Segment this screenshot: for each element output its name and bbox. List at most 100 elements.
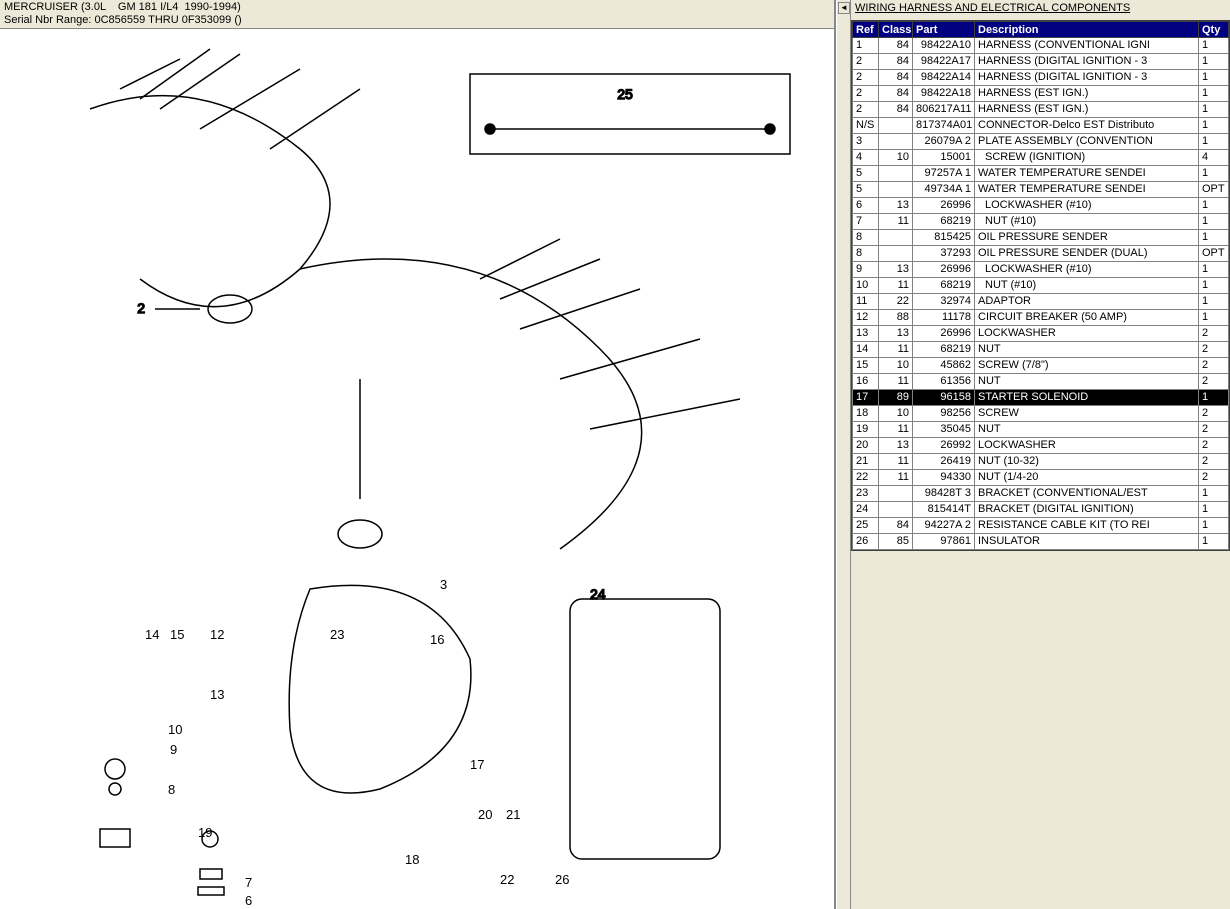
cell-ref: 8 xyxy=(853,246,879,262)
cell-class: 11 xyxy=(879,470,913,486)
table-row[interactable]: 284806217A11HARNESS (EST IGN.)1 xyxy=(853,102,1229,118)
cell-ref: 17 xyxy=(853,390,879,406)
cell-part: 68219 xyxy=(913,342,975,358)
collapse-left-icon[interactable]: ◄ xyxy=(838,2,850,14)
cell-part: 26992 xyxy=(913,438,975,454)
cell-ref: 20 xyxy=(853,438,879,454)
cell-class xyxy=(879,118,913,134)
cell-part: 94227A 2 xyxy=(913,518,975,534)
cell-desc: LOCKWASHER (#10) xyxy=(975,262,1199,278)
cell-ref: 25 xyxy=(853,518,879,534)
table-row[interactable]: 211126419NUT (10-32)2 xyxy=(853,454,1229,470)
table-row[interactable]: 131326996LOCKWASHER2 xyxy=(853,326,1229,342)
cell-class: 11 xyxy=(879,374,913,390)
splitter[interactable]: ◄ xyxy=(836,0,851,909)
table-row[interactable]: 141168219NUT2 xyxy=(853,342,1229,358)
table-row[interactable]: 837293OIL PRESSURE SENDER (DUAL)OPT xyxy=(853,246,1229,262)
table-row[interactable]: 41015001 SCREW (IGNITION)4 xyxy=(853,150,1229,166)
col-part[interactable]: Part xyxy=(913,22,975,38)
table-row[interactable]: 161161356NUT2 xyxy=(853,374,1229,390)
table-row[interactable]: 28498422A18HARNESS (EST IGN.)1 xyxy=(853,86,1229,102)
cell-qty: 2 xyxy=(1199,326,1229,342)
table-row[interactable]: 2398428T 3BRACKET (CONVENTIONAL/EST1 xyxy=(853,486,1229,502)
table-row[interactable]: 128811178CIRCUIT BREAKER (50 AMP)1 xyxy=(853,310,1229,326)
table-row[interactable]: 28498422A14HARNESS (DIGITAL IGNITION - 3… xyxy=(853,70,1229,86)
cell-part: 68219 xyxy=(913,214,975,230)
cell-desc: RESISTANCE CABLE KIT (TO REI xyxy=(975,518,1199,534)
table-row[interactable]: 101168219 NUT (#10)1 xyxy=(853,278,1229,294)
table-row[interactable]: 18498422A10HARNESS (CONVENTIONAL IGNI1 xyxy=(853,38,1229,54)
cell-desc: NUT (1/4-20 xyxy=(975,470,1199,486)
svg-text:21: 21 xyxy=(506,807,520,822)
table-row[interactable]: 71168219 NUT (#10)1 xyxy=(853,214,1229,230)
svg-text:14: 14 xyxy=(145,627,159,642)
cell-part: 98256 xyxy=(913,406,975,422)
cell-part: 94330 xyxy=(913,470,975,486)
table-row[interactable]: 112232974ADAPTOR1 xyxy=(853,294,1229,310)
table-row[interactable]: 61326996 LOCKWASHER (#10)1 xyxy=(853,198,1229,214)
cell-ref: 12 xyxy=(853,310,879,326)
svg-text:10: 10 xyxy=(168,722,182,737)
cell-part: 61356 xyxy=(913,374,975,390)
col-qty[interactable]: Qty xyxy=(1199,22,1229,38)
cell-class: 11 xyxy=(879,422,913,438)
cell-part: 45862 xyxy=(913,358,975,374)
table-row[interactable]: 181098256SCREW2 xyxy=(853,406,1229,422)
cell-ref: 2 xyxy=(853,70,879,86)
cell-ref: 24 xyxy=(853,502,879,518)
table-row[interactable]: 178996158STARTER SOLENOID1 xyxy=(853,390,1229,406)
cell-class: 13 xyxy=(879,262,913,278)
svg-text:9: 9 xyxy=(170,742,177,757)
table-row[interactable]: 549734A 1WATER TEMPERATURE SENDEIOPT xyxy=(853,182,1229,198)
cell-qty: 2 xyxy=(1199,454,1229,470)
svg-text:12: 12 xyxy=(210,627,224,642)
cell-ref: 5 xyxy=(853,166,879,182)
cell-class: 88 xyxy=(879,310,913,326)
svg-text:15: 15 xyxy=(170,627,184,642)
svg-text:8: 8 xyxy=(168,782,175,797)
table-row[interactable]: 8815425OIL PRESSURE SENDER1 xyxy=(853,230,1229,246)
cell-qty: 2 xyxy=(1199,422,1229,438)
cell-desc: SCREW xyxy=(975,406,1199,422)
cell-part: 806217A11 xyxy=(913,102,975,118)
table-row[interactable]: 151045862SCREW (7/8")2 xyxy=(853,358,1229,374)
cell-qty: 1 xyxy=(1199,502,1229,518)
table-row[interactable]: 191135045NUT2 xyxy=(853,422,1229,438)
table-row[interactable]: N/S817374A01CONNECTOR-Delco EST Distribu… xyxy=(853,118,1229,134)
cell-qty: 2 xyxy=(1199,470,1229,486)
col-desc[interactable]: Description xyxy=(975,22,1199,38)
cell-class: 84 xyxy=(879,54,913,70)
table-row[interactable]: 597257A 1WATER TEMPERATURE SENDEI1 xyxy=(853,166,1229,182)
cell-ref: 21 xyxy=(853,454,879,470)
cell-desc: CONNECTOR-Delco EST Distributo xyxy=(975,118,1199,134)
table-row[interactable]: 91326996 LOCKWASHER (#10)1 xyxy=(853,262,1229,278)
svg-text:18: 18 xyxy=(405,852,419,867)
cell-qty: 4 xyxy=(1199,150,1229,166)
table-row[interactable]: 326079A 2PLATE ASSEMBLY (CONVENTION1 xyxy=(853,134,1229,150)
table-row[interactable]: 258494227A 2RESISTANCE CABLE KIT (TO REI… xyxy=(853,518,1229,534)
svg-text:20: 20 xyxy=(478,807,492,822)
cell-desc: HARNESS (DIGITAL IGNITION - 3 xyxy=(975,70,1199,86)
col-ref[interactable]: Ref xyxy=(853,22,879,38)
cell-desc: BRACKET (DIGITAL IGNITION) xyxy=(975,502,1199,518)
cell-class: 85 xyxy=(879,534,913,550)
cell-desc: PLATE ASSEMBLY (CONVENTION xyxy=(975,134,1199,150)
cell-ref: 9 xyxy=(853,262,879,278)
table-row[interactable]: 221194330NUT (1/4-202 xyxy=(853,470,1229,486)
cell-qty: 1 xyxy=(1199,166,1229,182)
cell-class: 84 xyxy=(879,86,913,102)
table-row[interactable]: 24815414TBRACKET (DIGITAL IGNITION)1 xyxy=(853,502,1229,518)
cell-part: 37293 xyxy=(913,246,975,262)
table-row[interactable]: 268597861INSULATOR1 xyxy=(853,534,1229,550)
cell-class xyxy=(879,166,913,182)
table-row[interactable]: 28498422A17HARNESS (DIGITAL IGNITION - 3… xyxy=(853,54,1229,70)
table-row[interactable]: 201326992LOCKWASHER2 xyxy=(853,438,1229,454)
parts-table[interactable]: Ref Class Part Description Qty 18498422A… xyxy=(852,21,1229,550)
title-bar: MERCRUISER (3.0L GM 181 I/L4 1990-1994) … xyxy=(0,0,834,29)
cell-ref: 8 xyxy=(853,230,879,246)
diagram-area[interactable]: 25 2 24 xyxy=(0,29,834,909)
cell-ref: 1 xyxy=(853,38,879,54)
col-class[interactable]: Class xyxy=(879,22,913,38)
svg-text:13: 13 xyxy=(210,687,224,702)
cell-class: 11 xyxy=(879,278,913,294)
